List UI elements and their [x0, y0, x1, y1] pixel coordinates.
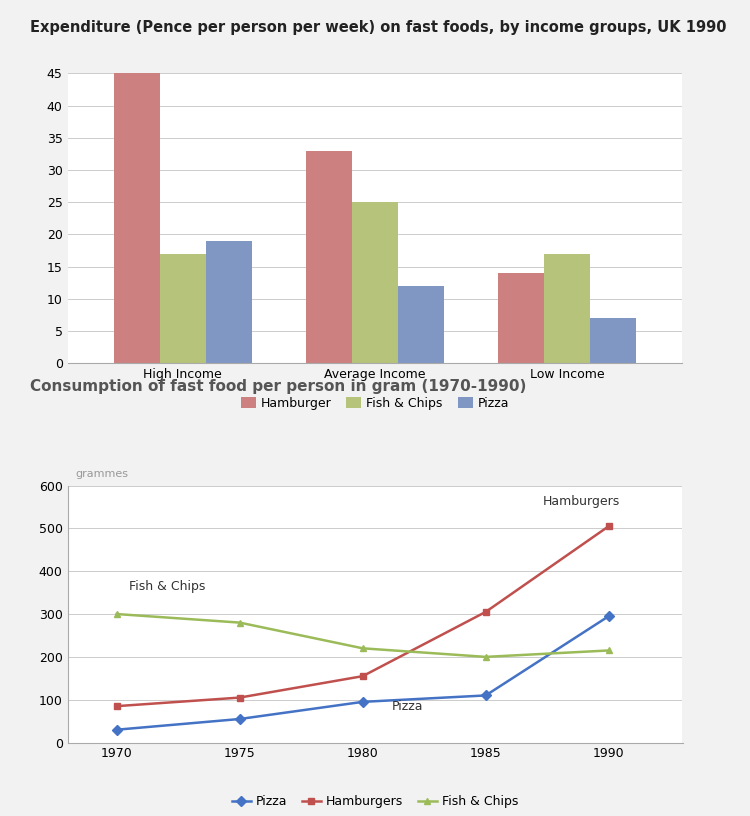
Fish & Chips [604, 645, 613, 655]
Line: Pizza: Pizza [113, 613, 612, 734]
Text: Hamburgers: Hamburgers [542, 494, 620, 508]
Text: Pizza: Pizza [392, 700, 424, 713]
Bar [206, 241, 252, 363]
Bar [352, 202, 398, 363]
Bar [398, 286, 444, 363]
Text: Consumption of fast food per person in gram (1970-1990): Consumption of fast food per person in g… [30, 379, 526, 394]
Hamburgers [236, 693, 244, 703]
Bar [544, 254, 590, 363]
Fish & Chips [482, 652, 490, 662]
Text: Expenditure (Pence per person per week) on fast foods, by income groups, UK 1990: Expenditure (Pence per person per week) … [30, 20, 727, 35]
Pizza [112, 725, 122, 734]
Hamburgers [358, 672, 368, 681]
Text: grammes: grammes [75, 469, 128, 479]
Legend: Pizza, Hamburgers, Fish & Chips: Pizza, Hamburgers, Fish & Chips [226, 791, 524, 814]
Legend: Hamburger, Fish & Chips, Pizza: Hamburger, Fish & Chips, Pizza [236, 392, 514, 415]
Line: Hamburgers: Hamburgers [113, 523, 612, 710]
Bar [160, 254, 206, 363]
Text: Fish & Chips: Fish & Chips [129, 580, 206, 593]
Hamburgers [604, 521, 613, 531]
Bar [498, 273, 544, 363]
Bar [590, 318, 636, 363]
Line: Fish & Chips: Fish & Chips [113, 610, 612, 660]
Pizza [482, 690, 490, 700]
Hamburgers [112, 701, 122, 711]
Fish & Chips [236, 618, 244, 628]
Fish & Chips [112, 609, 122, 619]
Pizza [358, 697, 368, 707]
Pizza [236, 714, 244, 724]
Bar [306, 151, 352, 363]
Hamburgers [482, 607, 490, 617]
Bar [113, 73, 160, 363]
Fish & Chips [358, 643, 368, 653]
Pizza [604, 611, 613, 621]
